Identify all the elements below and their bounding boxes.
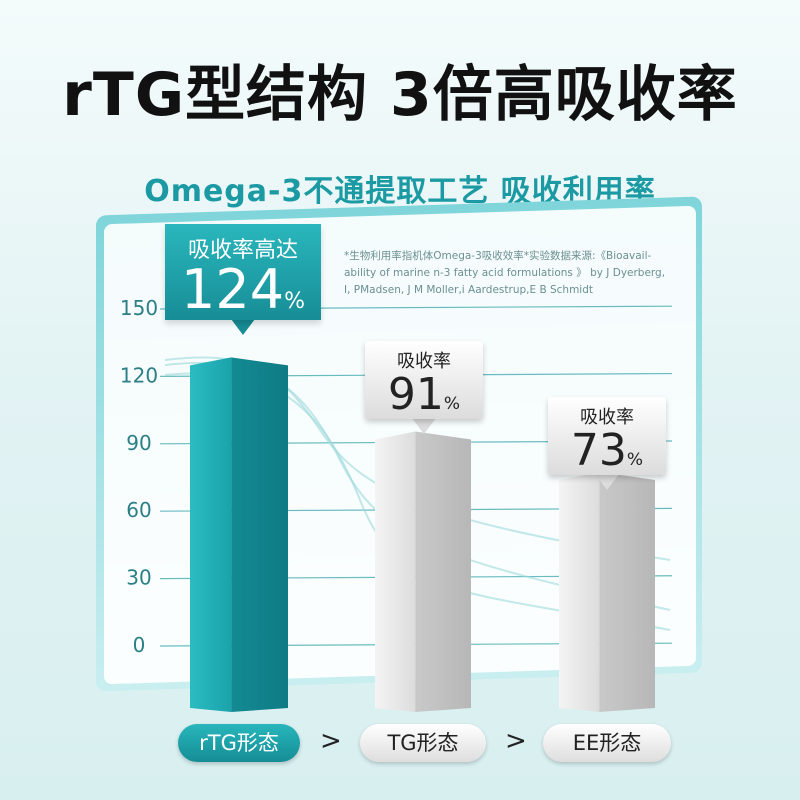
callout-value: 91% <box>387 369 461 420</box>
y-tick-label: 30 <box>126 566 151 590</box>
callout-pointer <box>412 418 436 434</box>
bar-0-front <box>190 357 232 712</box>
value-callout-rtg: 吸收率高达 124% <box>165 224 321 320</box>
callout-pointer <box>231 319 255 335</box>
y-tick-label: 150 <box>120 296 158 320</box>
callout-value: 124% <box>181 258 305 321</box>
data-source-note: *生物利用率指机体Omega-3吸收效率*实验数据来源:《Bioavail-ab… <box>344 250 666 296</box>
callout-label: 吸收率 <box>397 351 451 372</box>
page-title: rTG型结构 3倍高吸收率 <box>62 60 738 130</box>
callout-label: 吸收率 <box>580 407 634 428</box>
bar-2-side <box>599 471 655 712</box>
greater-than-separator: > <box>505 726 527 756</box>
y-tick-label: 90 <box>126 431 151 455</box>
callout-label: 吸收率高达 <box>187 238 298 263</box>
category-label-tg: TG形态 <box>360 724 486 762</box>
bar-1-front <box>375 431 416 712</box>
y-tick-label: 0 <box>133 633 146 657</box>
bar-2-front <box>559 471 600 712</box>
bar-0-side <box>231 357 288 712</box>
bar-1-side <box>415 431 471 712</box>
category-label-rtg: rTG形态 <box>178 724 300 762</box>
callout-value: 73% <box>570 425 644 476</box>
category-label-ee: EE形态 <box>543 724 671 762</box>
value-callout-ee: 吸收率 73% <box>548 397 666 475</box>
y-tick-label: 120 <box>120 363 158 387</box>
callout-pointer <box>595 474 619 490</box>
y-tick-label: 60 <box>126 498 151 522</box>
greater-than-separator: > <box>320 726 342 756</box>
value-callout-tg: 吸收率 91% <box>365 341 483 419</box>
